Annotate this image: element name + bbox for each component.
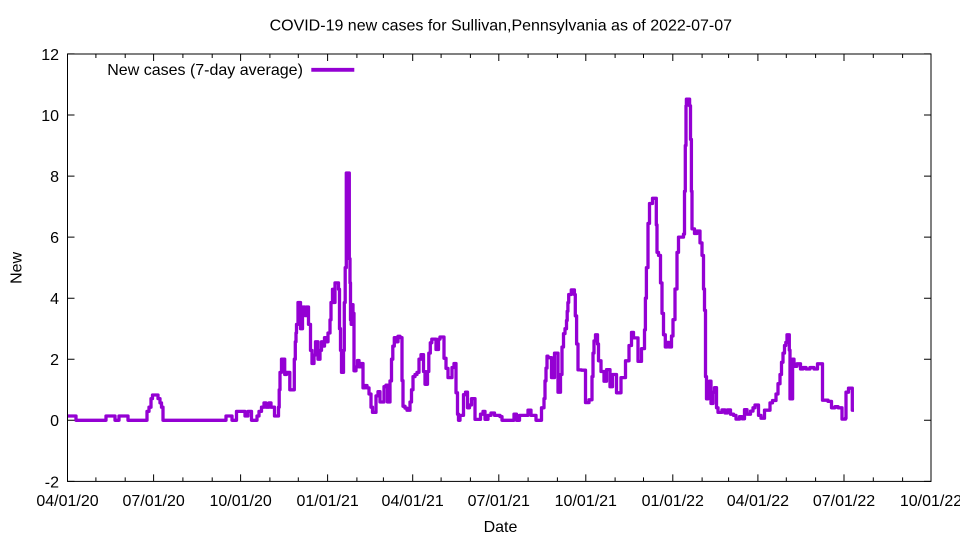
svg-text:04/01/20: 04/01/20 bbox=[36, 493, 98, 510]
svg-text:-2: -2 bbox=[45, 474, 59, 491]
svg-text:4: 4 bbox=[50, 291, 59, 308]
svg-text:2: 2 bbox=[50, 352, 59, 369]
svg-text:07/01/20: 07/01/20 bbox=[122, 493, 184, 510]
svg-text:Date: Date bbox=[484, 519, 518, 536]
svg-text:0: 0 bbox=[50, 413, 59, 430]
svg-text:10/01/20: 10/01/20 bbox=[209, 493, 271, 510]
svg-text:04/01/22: 04/01/22 bbox=[727, 493, 789, 510]
svg-text:10/01/21: 10/01/21 bbox=[555, 493, 617, 510]
svg-text:07/01/21: 07/01/21 bbox=[468, 493, 530, 510]
svg-text:New cases (7-day average): New cases (7-day average) bbox=[107, 62, 303, 79]
svg-text:10/01/22: 10/01/22 bbox=[900, 493, 960, 510]
svg-text:6: 6 bbox=[50, 230, 59, 247]
svg-text:8: 8 bbox=[50, 169, 59, 186]
svg-text:01/01/21: 01/01/21 bbox=[296, 493, 358, 510]
svg-text:04/01/21: 04/01/21 bbox=[382, 493, 444, 510]
svg-text:01/01/22: 01/01/22 bbox=[642, 493, 704, 510]
svg-text:New: New bbox=[8, 251, 25, 283]
svg-text:12: 12 bbox=[41, 47, 59, 64]
svg-text:COVID-19 new cases for Sulliva: COVID-19 new cases for Sullivan,Pennsylv… bbox=[270, 18, 733, 35]
svg-text:10: 10 bbox=[41, 108, 59, 125]
svg-text:07/01/22: 07/01/22 bbox=[813, 493, 875, 510]
